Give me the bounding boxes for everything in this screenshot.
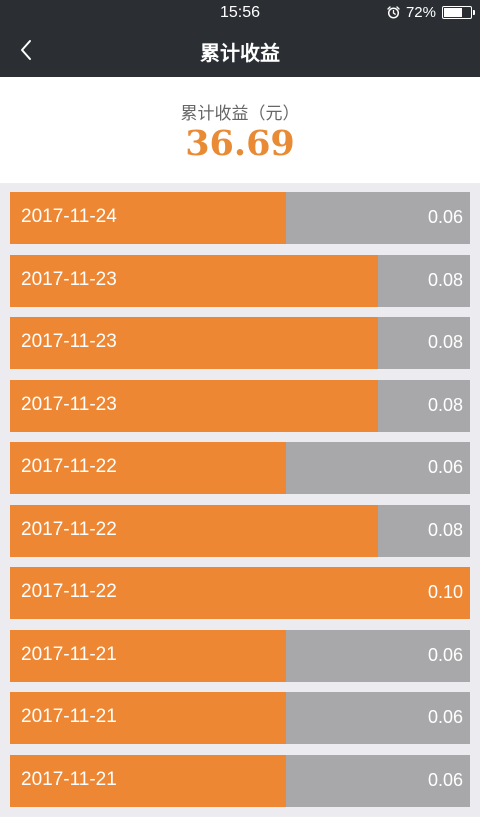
total-earnings-label: 累计收益（元） [180,104,300,124]
earnings-row-date: 2017-11-22 [21,518,117,540]
alarm-icon [387,6,400,19]
earnings-bar-fill [10,317,378,369]
earnings-bar-fill [10,504,378,557]
battery-icon [442,6,475,19]
earnings-row-value: 0.06 [427,457,463,477]
earnings-row[interactable]: 2017-11-23 0.08 [10,317,470,369]
status-bar: 15:56 72% [0,0,480,26]
earnings-row[interactable]: 2017-11-23 0.08 [10,254,470,307]
earnings-row-value: 0.08 [427,394,463,415]
total-earnings-value: 36.69 [185,123,295,164]
earnings-row[interactable]: 2017-11-22 0.08 [10,504,470,557]
earnings-row-date: 2017-11-21 [21,643,117,665]
status-indicators: 72% [387,4,475,21]
earnings-row-date: 2017-11-22 [21,456,117,477]
earnings-row-value: 0.08 [427,519,463,540]
earnings-bar-fill [10,379,378,432]
earnings-row-value: 0.06 [427,207,463,227]
earnings-row-date: 2017-11-23 [21,393,117,415]
earnings-row-date: 2017-11-21 [21,706,117,727]
earnings-row[interactable]: 2017-11-21 0.06 [10,629,470,682]
earnings-row[interactable]: 2017-11-21 0.06 [10,692,470,744]
earnings-bar-fill [10,254,378,307]
earnings-list: 2017-11-24 0.06 2017-11-23 0.08 2017-11-23 0.… [10,192,470,817]
page-title: 累计收益 [200,41,280,65]
earnings-row[interactable]: 2017-11-23 0.08 [10,379,470,432]
earnings-row-value: 0.06 [427,707,463,727]
earnings-bar-fill [10,567,470,619]
nav-bar: 累计收益 [0,26,480,77]
earnings-row[interactable]: 2017-11-21 0.06 [10,754,470,807]
earnings-bar-fill [10,692,286,744]
earnings-row-value: 0.06 [427,769,463,790]
earnings-row-date: 2017-11-22 [21,581,117,602]
earnings-row-date: 2017-11-24 [21,206,117,227]
total-earnings-summary: 累计收益（元） 36.69 [0,77,480,183]
status-time: 15:56 [219,4,261,21]
earnings-row-value: 0.08 [427,269,463,290]
earnings-row-date: 2017-11-21 [21,768,117,790]
earnings-row-date: 2017-11-23 [21,331,117,352]
header: 15:56 72% 累计收益 [0,0,480,77]
battery-level-fill [444,8,463,17]
earnings-bar-fill [10,192,286,244]
earnings-row-value: 0.06 [427,644,463,665]
earnings-row[interactable]: 2017-11-22 0.10 [10,567,470,619]
earnings-row-date: 2017-11-23 [21,268,117,290]
earnings-bar-fill [10,442,286,494]
earnings-row-value: 0.08 [427,332,463,352]
earnings-bar-fill [10,754,286,807]
chevron-left-icon [21,40,31,60]
battery-percentage: 72% [405,4,436,21]
earnings-row[interactable]: 2017-11-24 0.06 [10,192,470,244]
earnings-row-value: 0.10 [427,582,463,602]
back-button[interactable] [8,32,44,68]
earnings-bar-fill [10,629,286,682]
earnings-row[interactable]: 2017-11-22 0.06 [10,442,470,494]
